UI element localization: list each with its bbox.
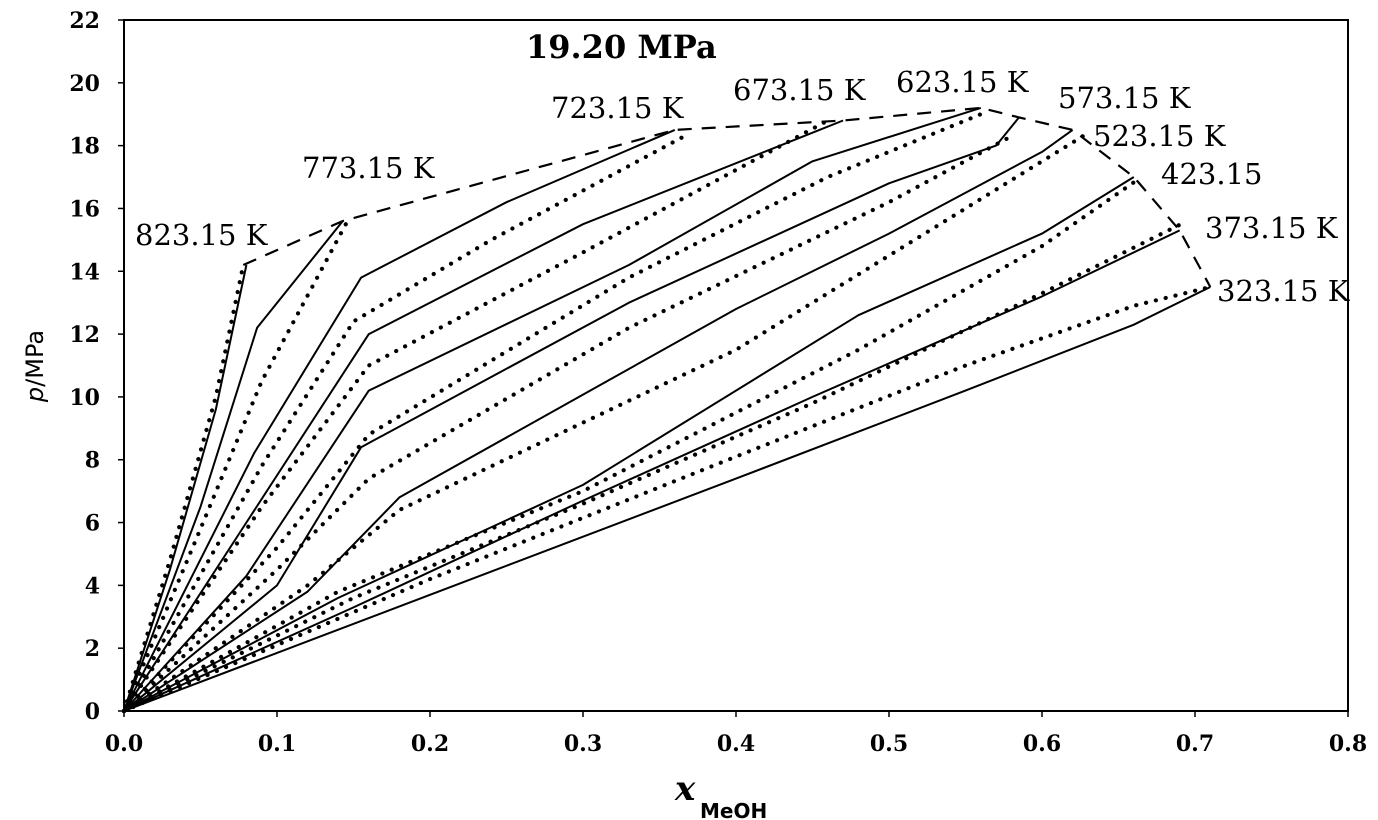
y-tick-label: 22: [69, 8, 100, 34]
envelope-layer: [242, 106, 1212, 288]
y-tick-label: 20: [69, 71, 100, 97]
series-solid-line: [123, 229, 1181, 712]
series-label: 523.15 K: [1093, 119, 1227, 153]
series-label: 823.15 K: [135, 218, 269, 252]
series-solid-line: [123, 106, 982, 712]
x-axis-title-sub: MeOH: [700, 799, 767, 820]
x-tick-label: 0.8: [1329, 731, 1367, 757]
series-dotted-line: [121, 218, 1190, 714]
x-tick-label: 0.2: [411, 731, 449, 757]
series-dotted-line: [121, 174, 1144, 714]
y-axis-title: p/MPa: [21, 330, 49, 403]
x-axis-title-main: x: [674, 769, 696, 809]
axis-layer: 0.0 0.1 0.2 0.3 0.4 0.5 0.6 0.7 0.8 0 2 4 6 8 10 12 14 16…: [69, 8, 1367, 757]
y-tick-label: 18: [69, 134, 100, 160]
series-dotted-line: [121, 134, 1014, 714]
y-tick-label: 2: [85, 636, 100, 662]
series-dotted-line: [121, 131, 693, 714]
x-tick-label: 0.1: [258, 731, 296, 757]
y-tick-label: 16: [69, 196, 100, 222]
series-solid-line: [123, 220, 344, 712]
series-label: 373.15 K: [1205, 211, 1339, 245]
svg-text:p/MPa: p/MPa: [21, 330, 49, 403]
series-solid-line: [123, 116, 1020, 712]
series-label: 573.15 K: [1058, 81, 1192, 115]
series-solid-line: [123, 128, 676, 712]
y-axis-title-italic: p: [21, 387, 49, 403]
series-solid-line: [123, 119, 844, 712]
x-tick-label: 0.7: [1176, 731, 1214, 757]
y-tick-label: 0: [85, 699, 100, 725]
y-tick-label: 10: [69, 385, 100, 411]
y-tick-label: 4: [85, 573, 100, 599]
critical-envelope-line: [242, 106, 1212, 288]
x-tick-label: 0.5: [870, 731, 908, 757]
chart-title: 19.20 MPa: [526, 28, 717, 66]
series-label: 673.15 K: [733, 73, 867, 107]
series-label: 423.15: [1161, 157, 1262, 191]
series-solid-line: [123, 129, 1074, 712]
series-dotted-line: [121, 118, 830, 714]
y-tick-label: 12: [69, 322, 100, 348]
y-tick-label: 8: [85, 448, 100, 474]
x-tick-label: 0.3: [564, 731, 602, 757]
x-tick-label: 0.0: [105, 731, 143, 757]
series-solid-line: [123, 264, 248, 712]
series-solid-line: [123, 176, 1135, 712]
series-dotted-line: [121, 222, 348, 714]
series-layer: [121, 106, 1213, 714]
series-label: 723.15 K: [551, 91, 685, 125]
series-label: 623.15 K: [896, 65, 1030, 99]
y-axis-title-text: /MPa: [21, 330, 49, 387]
labels-layer: 823.15 K 773.15 K 723.15 K 673.15 K 623.15 K…: [135, 65, 1351, 308]
y-tick-label: 6: [85, 511, 100, 537]
series-dotted-line: [121, 131, 1091, 714]
series-dotted-line: [121, 284, 1213, 714]
series-solid-line: [123, 286, 1211, 712]
x-tick-label: 0.4: [717, 731, 755, 757]
x-tick-label: 0.6: [1023, 731, 1061, 757]
series-label: 323.15 K: [1217, 274, 1351, 308]
series-label: 773.15 K: [302, 151, 436, 185]
series-dotted-line: [121, 262, 246, 714]
y-tick-label: 14: [69, 259, 100, 285]
